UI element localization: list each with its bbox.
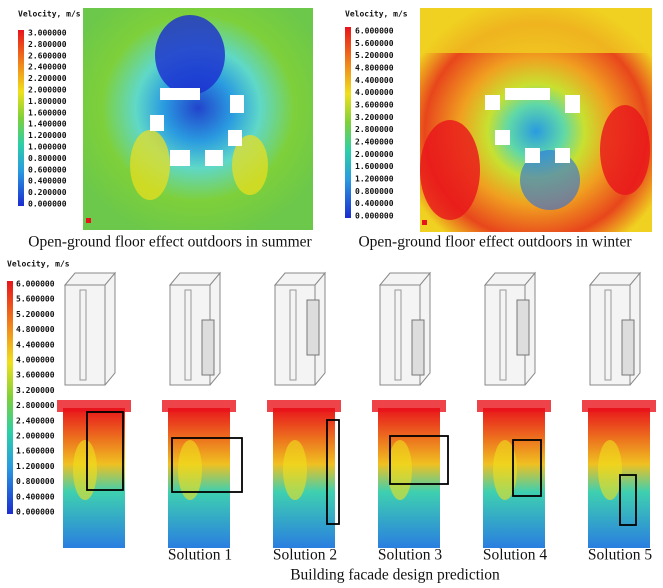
legend-label: 2.400000	[16, 416, 55, 425]
solution-label: Solution 5	[588, 547, 652, 564]
highlight-box	[86, 411, 124, 491]
legend-label: 0.800000	[16, 477, 55, 486]
highlight-box	[171, 437, 243, 493]
legend-label: 4.400000	[355, 76, 394, 85]
facade-field	[372, 400, 446, 412]
facade-field	[582, 400, 656, 412]
building-detail	[306, 299, 320, 356]
legend-label: 5.200000	[16, 310, 55, 319]
legend-label: 0.000000	[355, 212, 394, 221]
building-detail	[394, 289, 402, 381]
building-detail	[604, 289, 612, 381]
building-detail	[289, 289, 297, 381]
legend-title: Velocity, m/s	[345, 9, 408, 19]
colorbar	[345, 27, 351, 218]
legend-label: 1.200000	[28, 131, 67, 140]
caption: Open-ground floor effect outdoors in sum…	[28, 234, 312, 251]
summer-field	[83, 8, 313, 230]
legend-title: Velocity, m/s	[18, 9, 81, 19]
highlight-box	[326, 419, 340, 525]
legend-label: 0.400000	[28, 177, 67, 186]
caption: Open-ground floor effect outdoors in win…	[358, 234, 632, 251]
building-detail	[516, 299, 530, 356]
legend-label: 2.000000	[16, 432, 55, 441]
highlight-box	[512, 439, 542, 497]
legend-label: 1.400000	[28, 120, 67, 129]
building-detail	[201, 319, 215, 376]
colorbar	[7, 281, 13, 514]
facade-field	[283, 440, 307, 500]
caption: Building facade design prediction	[290, 567, 500, 584]
winter-field	[420, 8, 652, 232]
legend-label: 4.000000	[16, 356, 55, 365]
building-wireframe	[63, 271, 117, 386]
legend-label: 2.000000	[355, 150, 394, 159]
legend-label: 1.800000	[28, 97, 67, 106]
legend-label: 2.800000	[355, 125, 394, 134]
building-detail	[79, 289, 87, 381]
legend-label: 4.000000	[355, 88, 394, 97]
solution-label: Solution 1	[168, 547, 232, 564]
solution-label: Solution 2	[273, 547, 337, 564]
facade-field	[267, 400, 341, 412]
building-detail	[499, 289, 507, 381]
legend-label: 5.600000	[16, 295, 55, 304]
legend-label: 6.000000	[16, 280, 55, 289]
legend-label: 2.400000	[355, 138, 394, 147]
highlight-box	[389, 435, 449, 485]
building-detail	[411, 319, 425, 376]
building-detail	[184, 289, 192, 381]
facade-field	[162, 400, 236, 412]
buildings	[57, 271, 656, 548]
legend-label: 5.200000	[355, 51, 394, 60]
legend-label: 5.600000	[355, 39, 394, 48]
legend-label: 3.200000	[16, 386, 55, 395]
legend-label: 2.800000	[16, 401, 55, 410]
legend-label: 2.600000	[28, 51, 67, 60]
solution-label: Solution 4	[483, 547, 547, 564]
facade-field	[493, 440, 517, 500]
legend-label: 1.200000	[16, 462, 55, 471]
legend-label: 0.800000	[355, 187, 394, 196]
legend-label: 2.200000	[28, 74, 67, 83]
legend-label: 3.200000	[355, 113, 394, 122]
legend-label: 1.000000	[28, 143, 67, 152]
legend-label: 3.600000	[355, 101, 394, 110]
legend-label: 0.400000	[16, 492, 55, 501]
legend-label: 1.200000	[355, 175, 394, 184]
facade-field	[598, 440, 622, 500]
facade-field	[73, 440, 97, 500]
facade-field	[388, 440, 412, 500]
legend-label: 2.400000	[28, 63, 67, 72]
legend-label: 2.800000	[28, 40, 67, 49]
legend-label: 6.000000	[355, 27, 394, 36]
legend-label: 1.600000	[16, 447, 55, 456]
solution-label: Solution 3	[378, 547, 442, 564]
legend-label: 0.200000	[28, 188, 67, 197]
legend-label: 4.400000	[16, 340, 55, 349]
legend-label: 0.000000	[16, 508, 55, 517]
legend-label: 4.800000	[355, 64, 394, 73]
legend-title: Velocity, m/s	[7, 259, 70, 269]
highlight-box	[619, 474, 637, 526]
legend-label: 2.000000	[28, 86, 67, 95]
colorbar	[18, 30, 24, 206]
legend-label: 3.600000	[16, 371, 55, 380]
legend-label: 4.800000	[16, 325, 55, 334]
legend-label: 3.000000	[28, 29, 67, 38]
legend-label: 0.400000	[355, 199, 394, 208]
legend-label: 0.800000	[28, 154, 67, 163]
facade-field	[57, 400, 131, 412]
legend-label: 0.600000	[28, 165, 67, 174]
legend-label: 1.600000	[355, 162, 394, 171]
facade-field	[477, 400, 551, 412]
legend-label: 1.600000	[28, 108, 67, 117]
legend-label: 0.000000	[28, 200, 67, 209]
facade-field	[178, 440, 202, 500]
building-detail	[621, 319, 635, 376]
